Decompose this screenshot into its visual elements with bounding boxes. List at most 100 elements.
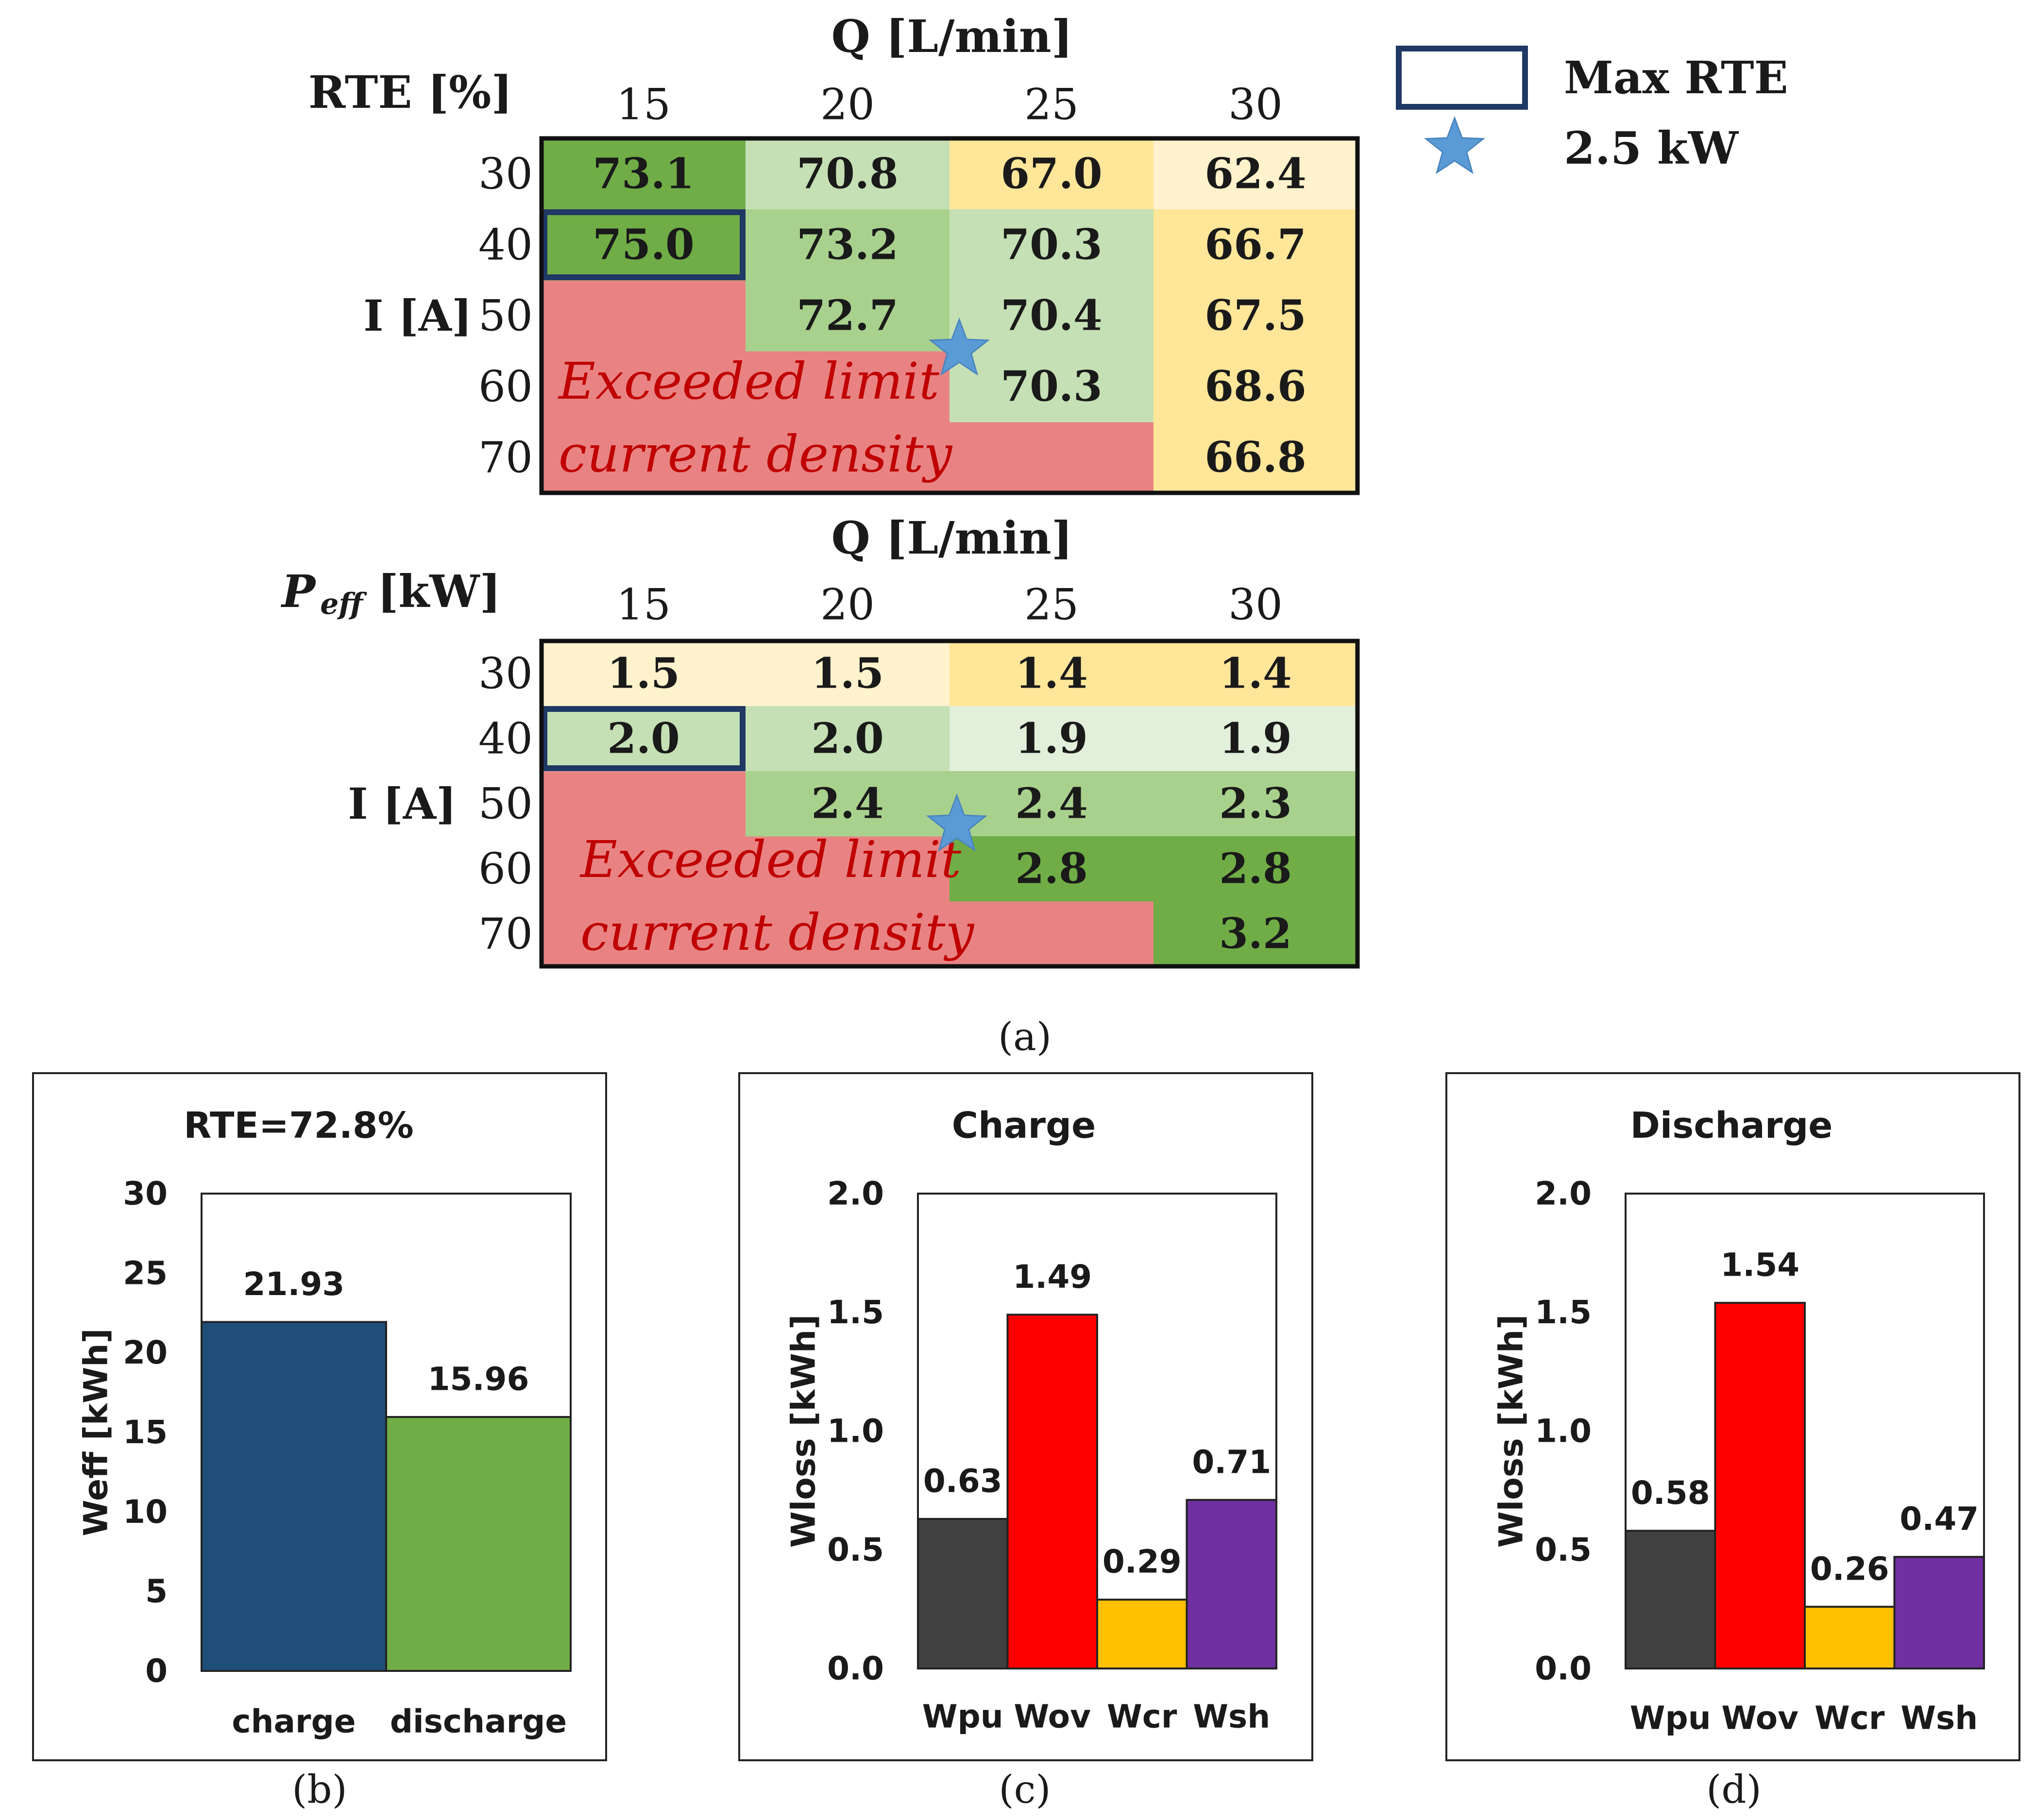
heat-cell-label: 70.3 bbox=[1001, 220, 1102, 270]
max-rte-highlight bbox=[542, 706, 746, 771]
heat-cell bbox=[542, 209, 746, 281]
x-tick-label: Wcr bbox=[1815, 1700, 1885, 1737]
heat-cell-label: 1.4 bbox=[1015, 649, 1088, 698]
bar-value-label: 0.47 bbox=[1899, 1500, 1979, 1538]
heat-cell bbox=[1153, 209, 1358, 281]
heat-cell bbox=[746, 280, 950, 352]
heat-cell-label: 1.9 bbox=[1219, 714, 1292, 763]
x-tick-label: 15 bbox=[616, 80, 671, 130]
heatmap-peff: 1.5 1.5 1.4 1.4 2.0 2.0 1.9 1.9 2.4 2.4 2.3 2.8 2.8 3… bbox=[280, 512, 1360, 969]
x-tick-label: Wcr bbox=[1107, 1698, 1177, 1736]
heat-cell bbox=[542, 641, 746, 707]
heat-cell-label: 2.4 bbox=[811, 779, 884, 828]
heat-cell bbox=[1153, 771, 1358, 837]
heat-cell-label: 75.0 bbox=[593, 220, 694, 270]
x-tick-label: 15 bbox=[616, 580, 671, 630]
bar bbox=[1186, 1499, 1277, 1670]
heat-cell bbox=[950, 771, 1154, 837]
heat-cell-label: 70.8 bbox=[797, 150, 898, 199]
x-tick-label: Wov bbox=[1721, 1700, 1798, 1737]
y-tick-label: 0.0 bbox=[827, 1650, 884, 1687]
plot-area bbox=[1625, 1193, 1985, 1669]
x-tick-label: Wpu bbox=[922, 1698, 1003, 1736]
bar-value-label: 0.63 bbox=[923, 1462, 1002, 1500]
heat-cell-label: 1.4 bbox=[1219, 649, 1292, 698]
current-density-label: current density bbox=[580, 903, 975, 962]
bar-value-label: 0.26 bbox=[1810, 1550, 1889, 1587]
y-axis-label: Wloss [kWh] bbox=[1492, 1314, 1531, 1548]
x-tick-label: 20 bbox=[820, 580, 875, 630]
heat-cell bbox=[1153, 351, 1358, 422]
bar-value-label: 0.29 bbox=[1102, 1543, 1182, 1581]
bar bbox=[917, 1517, 1009, 1669]
heat-cell-label: 73.1 bbox=[593, 150, 694, 199]
heat-cell bbox=[950, 706, 1154, 772]
heat-cell bbox=[542, 706, 746, 772]
y-axis-label: I [A] bbox=[363, 290, 472, 341]
panel-label-a: (a) bbox=[998, 1014, 1051, 1060]
y-tick-label: 30 bbox=[478, 649, 533, 699]
y-tick-label: 1.5 bbox=[827, 1294, 884, 1331]
x-tick-label: 25 bbox=[1024, 580, 1079, 630]
bar bbox=[1714, 1301, 1806, 1669]
max-rte-highlight bbox=[542, 209, 746, 280]
y-tick-label: 10 bbox=[123, 1493, 168, 1531]
y-tick-label: 60 bbox=[478, 844, 533, 894]
x-tick-label: 30 bbox=[1228, 80, 1283, 130]
star-icon bbox=[926, 793, 988, 852]
y-tick-label: 60 bbox=[478, 362, 533, 412]
y-axis-label: Weff [kWh] bbox=[77, 1328, 116, 1536]
y-axis-label: I [A] bbox=[348, 778, 456, 829]
y-tick-label: 20 bbox=[123, 1334, 168, 1371]
y-tick-label: 1.0 bbox=[827, 1413, 884, 1450]
y-tick-label: 30 bbox=[478, 149, 533, 199]
heatmap-border bbox=[539, 639, 1360, 969]
heat-cell bbox=[950, 641, 1154, 707]
panel-label-b: (b) bbox=[292, 1767, 347, 1812]
exceeded-limit-label: Exceeded limit bbox=[558, 352, 939, 411]
heat-cell-label: 66.8 bbox=[1204, 433, 1306, 482]
x-tick-label: Wsh bbox=[1900, 1700, 1978, 1737]
y-tick-label: 40 bbox=[478, 220, 533, 270]
bar-value-label: 21.93 bbox=[243, 1265, 345, 1303]
heat-cell bbox=[950, 138, 1154, 210]
x-tick-label: discharge bbox=[390, 1703, 567, 1740]
bar-value-label: 0.58 bbox=[1631, 1474, 1710, 1512]
heat-cell bbox=[1153, 641, 1358, 707]
exceeded-limit-label: Exceeded limit bbox=[579, 830, 961, 889]
bar bbox=[385, 1416, 572, 1672]
heat-cell-label: 73.2 bbox=[797, 220, 898, 270]
heat-cell-label: 67.5 bbox=[1204, 291, 1306, 340]
x-tick-label: Wsh bbox=[1193, 1698, 1270, 1736]
legend-box-label: Max RTE bbox=[1564, 51, 1788, 104]
heat-cell bbox=[746, 138, 950, 210]
heat-cell bbox=[542, 138, 746, 210]
corner-label: RTE [%] bbox=[308, 66, 512, 118]
bar-value-label: 15.96 bbox=[428, 1361, 529, 1398]
heat-cell-label: 2.4 bbox=[1015, 779, 1088, 828]
y-tick-label: 15 bbox=[123, 1414, 168, 1451]
heat-cell bbox=[1153, 706, 1358, 772]
heat-cell-label: 2.0 bbox=[607, 714, 680, 763]
y-tick-label: 2.0 bbox=[827, 1175, 884, 1213]
heat-cell-label: 1.9 bbox=[1015, 714, 1088, 763]
x-tick-label: Wov bbox=[1014, 1698, 1091, 1736]
y-tick-label: 30 bbox=[123, 1175, 168, 1213]
y-tick-label: 40 bbox=[478, 714, 533, 764]
heatmap-border bbox=[539, 136, 1360, 495]
heat-cell bbox=[1153, 422, 1358, 493]
heat-cell-label: 1.5 bbox=[607, 649, 680, 698]
heat-cell bbox=[1153, 836, 1358, 902]
heat-cell bbox=[950, 209, 1154, 281]
bar-value-label: 1.49 bbox=[1013, 1258, 1092, 1296]
panel-label-c: (c) bbox=[999, 1767, 1051, 1812]
heat-cell-label: 3.2 bbox=[1219, 910, 1292, 959]
y-tick-label: 50 bbox=[478, 779, 533, 829]
legend: Max RTE 2.5 kW bbox=[1396, 46, 1788, 174]
x-tick-label: charge bbox=[232, 1703, 356, 1740]
heat-cell-label: 2.3 bbox=[1219, 779, 1292, 828]
x-tick-label: Wpu bbox=[1630, 1700, 1711, 1737]
heat-cell bbox=[746, 641, 950, 707]
heat-cell bbox=[746, 209, 950, 281]
